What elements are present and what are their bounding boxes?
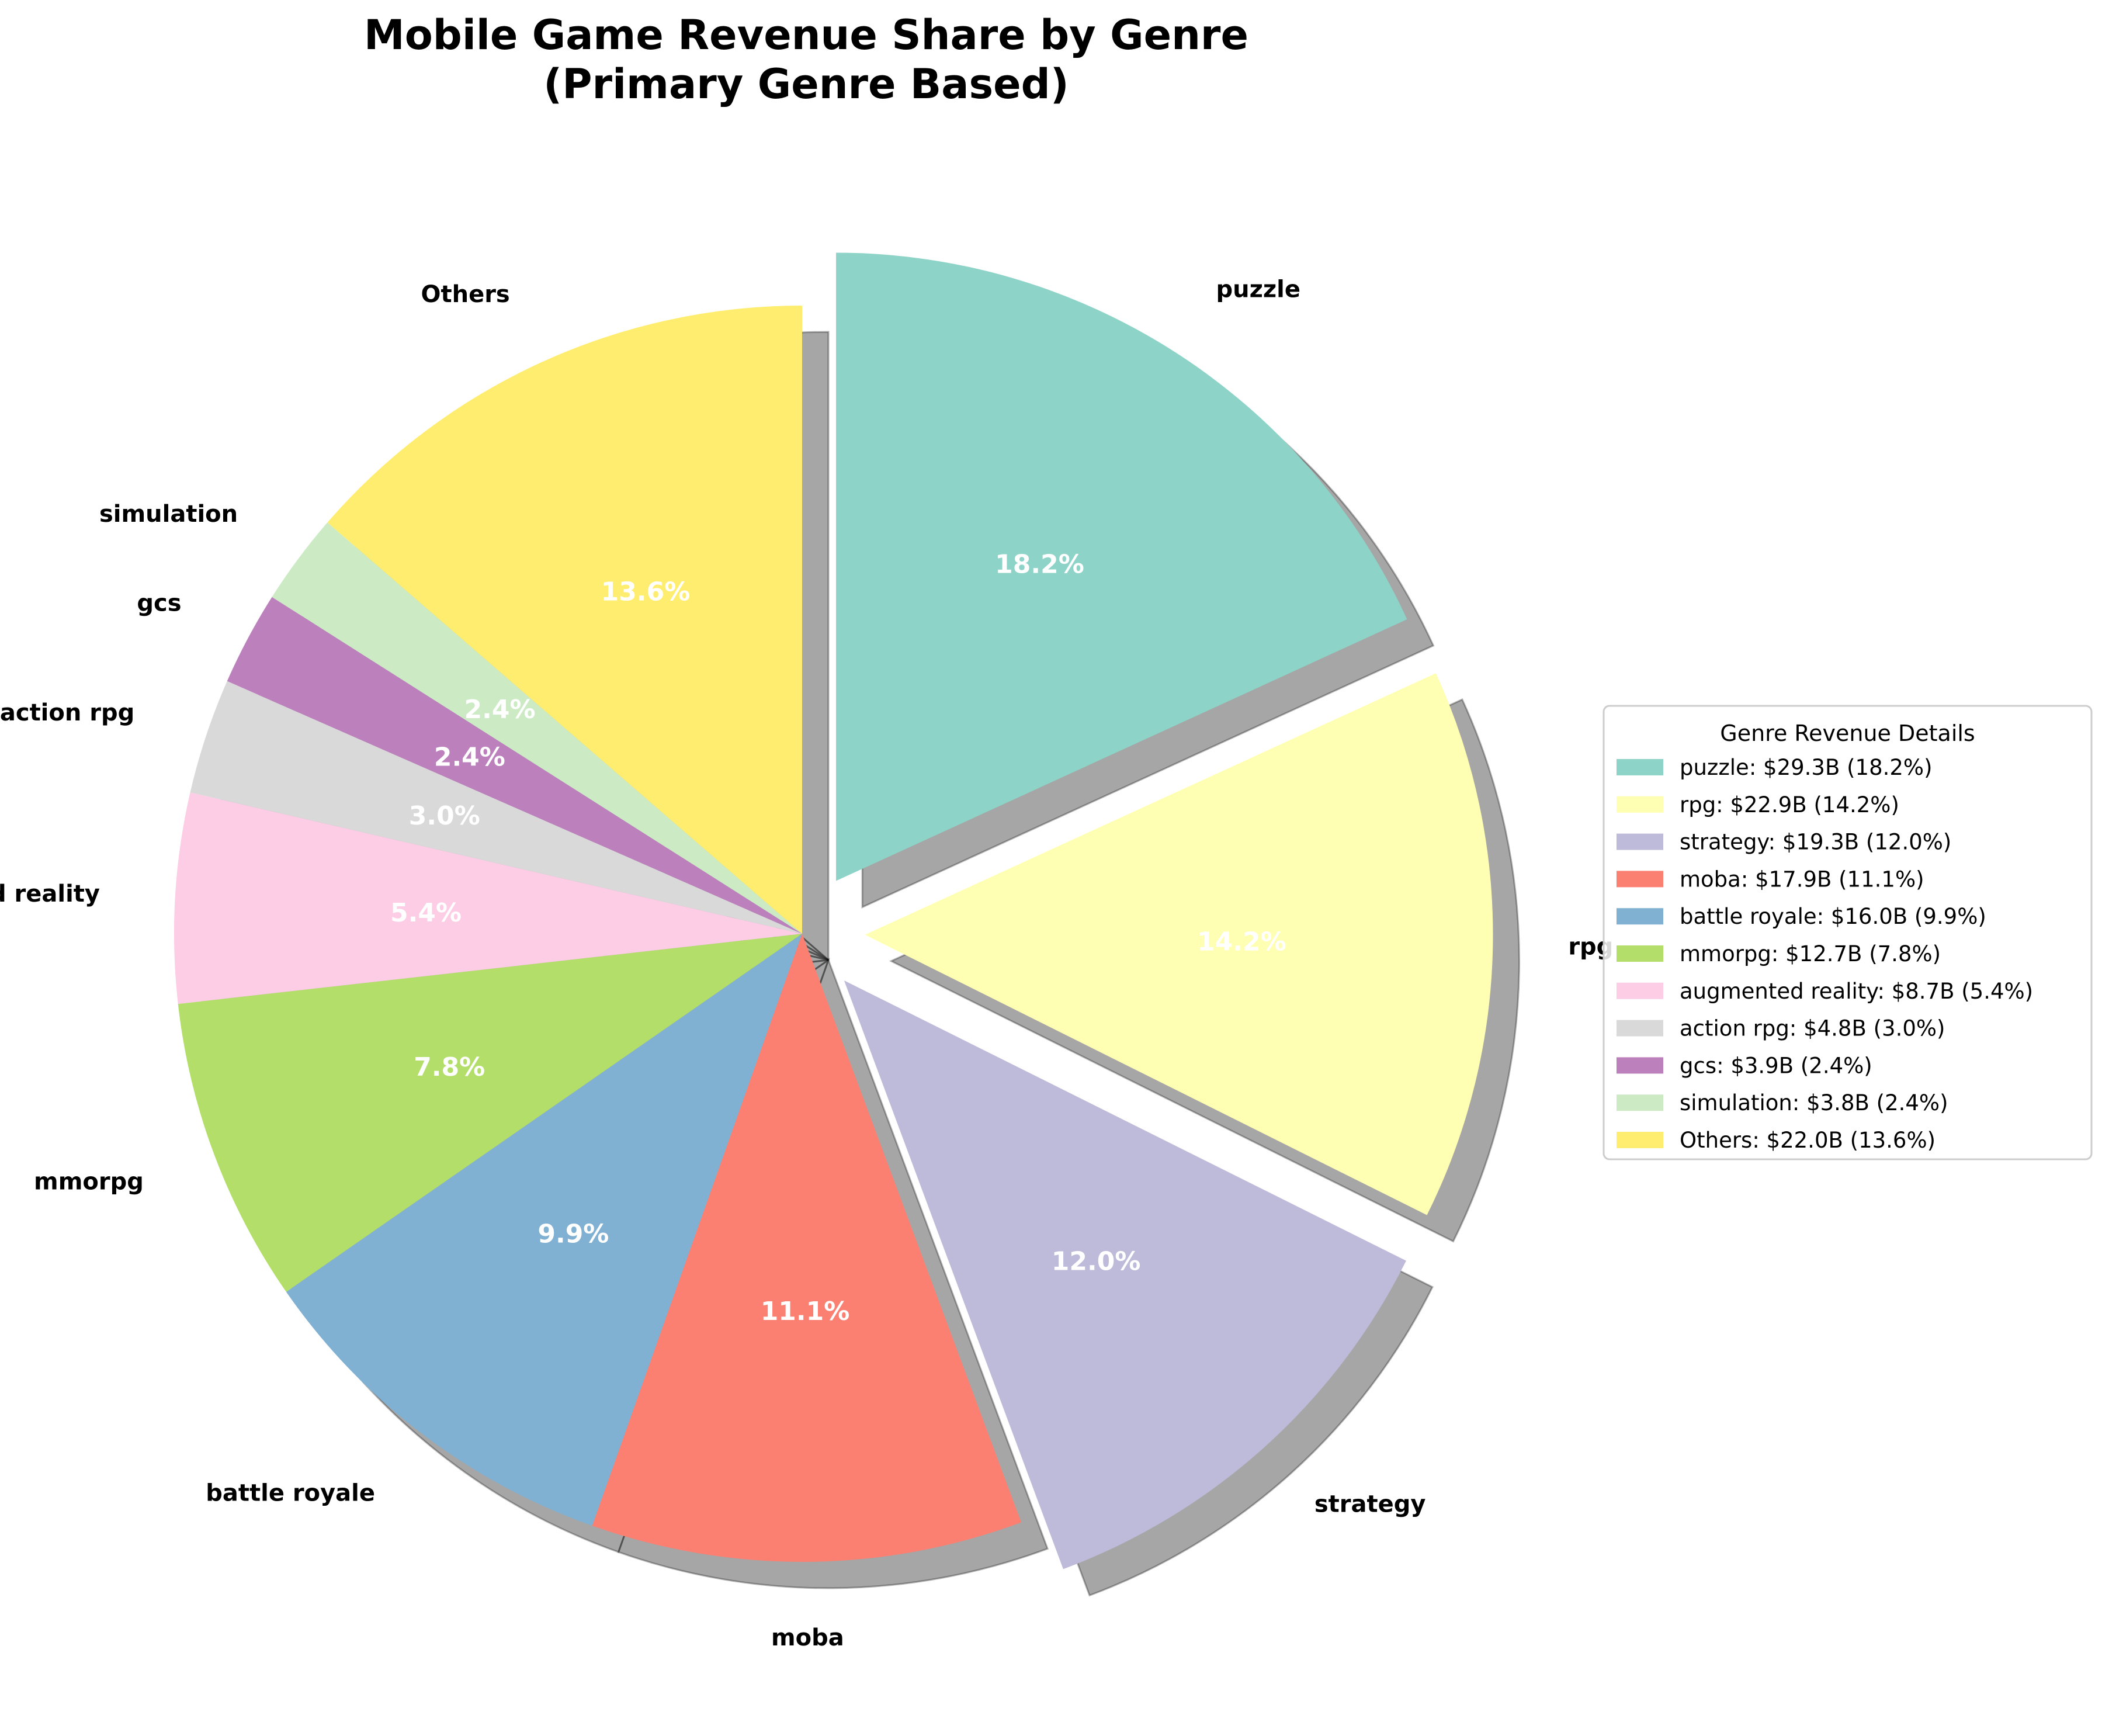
- pie-slice-gcs: [227, 597, 802, 934]
- slice-label-strategy: strategy: [1314, 1491, 1426, 1517]
- slice-label-puzzle: puzzle: [1216, 276, 1300, 303]
- legend-entry-puzzle: puzzle: $29.3B (18.2%): [1680, 755, 1933, 780]
- legend-entry-battle-royale: battle royale: $16.0B (9.9%): [1680, 904, 1986, 929]
- slice-pct-gcs: 2.4%: [434, 743, 505, 772]
- legend-box: [1602, 705, 2093, 1160]
- legend-entry-simulation: simulation: $3.8B (2.4%): [1680, 1090, 1948, 1115]
- slice-label-mmorpg: mmorpg: [34, 1168, 144, 1195]
- slice-pct-moba: 11.1%: [761, 1297, 850, 1326]
- chart-title: Mobile Game Revenue Share by Genre: [364, 11, 1248, 59]
- slice-pct-rpg: 14.2%: [1197, 927, 1286, 957]
- pie-slice-rpg: [865, 673, 1493, 1215]
- legend-swatch-mmorpg: [1617, 945, 1663, 962]
- slice-pct-simulation: 2.4%: [464, 695, 536, 725]
- legend-swatch-rpg: [1617, 796, 1663, 813]
- slice-label-simulation: simulation: [99, 501, 238, 528]
- pie-slice-mmorpg: [178, 934, 803, 1292]
- pie-slice-augmented-reality: [174, 792, 803, 1004]
- legend-entry-action-rpg: action rpg: $4.8B (3.0%): [1680, 1016, 1945, 1041]
- pie-slice-puzzle: [836, 252, 1407, 881]
- slice-label-others: Others: [421, 281, 509, 308]
- chart-subtitle: (Primary Genre Based): [543, 60, 1069, 108]
- slice-label-gcs: gcs: [137, 590, 181, 617]
- slice-pct-battle-royale: 9.9%: [537, 1219, 609, 1249]
- legend-entry-augmented-reality: augmented reality: $8.7B (5.4%): [1680, 979, 2033, 1004]
- legend-entry-others: Others: $22.0B (13.6%): [1680, 1128, 1935, 1153]
- legend-swatch-moba: [1617, 871, 1663, 888]
- legend: Genre Revenue Details puzzle: $29.3B (18.…: [1602, 705, 2093, 1160]
- pie-slice-action-rpg: [190, 681, 802, 934]
- pie-slice-battle-royale: [286, 934, 802, 1526]
- slice-pct-augmented-reality: 5.4%: [390, 898, 462, 928]
- slice-pct-mmorpg: 7.8%: [414, 1052, 485, 1082]
- slice-label-battle-royale: battle royale: [206, 1480, 375, 1507]
- legend-swatch-action-rpg: [1617, 1020, 1663, 1037]
- legend-swatch-simulation: [1617, 1094, 1663, 1111]
- legend-swatch-puzzle: [1617, 759, 1663, 775]
- slice-pct-strategy: 12.0%: [1052, 1247, 1141, 1277]
- legend-entry-mmorpg: mmorpg: $12.7B (7.8%): [1680, 941, 1941, 966]
- legend-swatch-gcs: [1617, 1057, 1663, 1074]
- legend-swatch-augmented-reality: [1617, 982, 1663, 999]
- slice-pct-action-rpg: 3.0%: [409, 801, 480, 831]
- pie-slices: [174, 252, 1493, 1569]
- pie-slice-others: [327, 306, 802, 934]
- legend-swatch-strategy: [1617, 833, 1663, 850]
- legend-entry-moba: moba: $17.9B (11.1%): [1680, 867, 1924, 892]
- legend-swatch-others: [1617, 1132, 1663, 1148]
- slice-labels: puzzle18.2%rpg14.2%strategy12.0%moba11.1…: [0, 276, 1613, 1651]
- slice-pct-others: 13.6%: [601, 577, 691, 607]
- legend-entry-rpg: rpg: $22.9B (14.2%): [1680, 792, 1899, 817]
- legend-entry-strategy: strategy: $19.3B (12.0%): [1680, 830, 1951, 855]
- legend-swatch-battle-royale: [1617, 908, 1663, 925]
- pie-slice-strategy: [844, 980, 1406, 1569]
- pie-slice-simulation: [272, 522, 802, 934]
- pie-slice-moba: [592, 934, 1022, 1562]
- slice-label-action-rpg: action rpg: [0, 699, 134, 726]
- legend-entry-gcs: gcs: $3.9B (2.4%): [1680, 1053, 1872, 1078]
- slice-label-moba: moba: [771, 1624, 844, 1651]
- legend-title: Genre Revenue Details: [1720, 720, 1975, 746]
- slice-pct-puzzle: 18.2%: [995, 550, 1084, 580]
- slice-label-augmented-reality: augmented reality: [0, 881, 100, 907]
